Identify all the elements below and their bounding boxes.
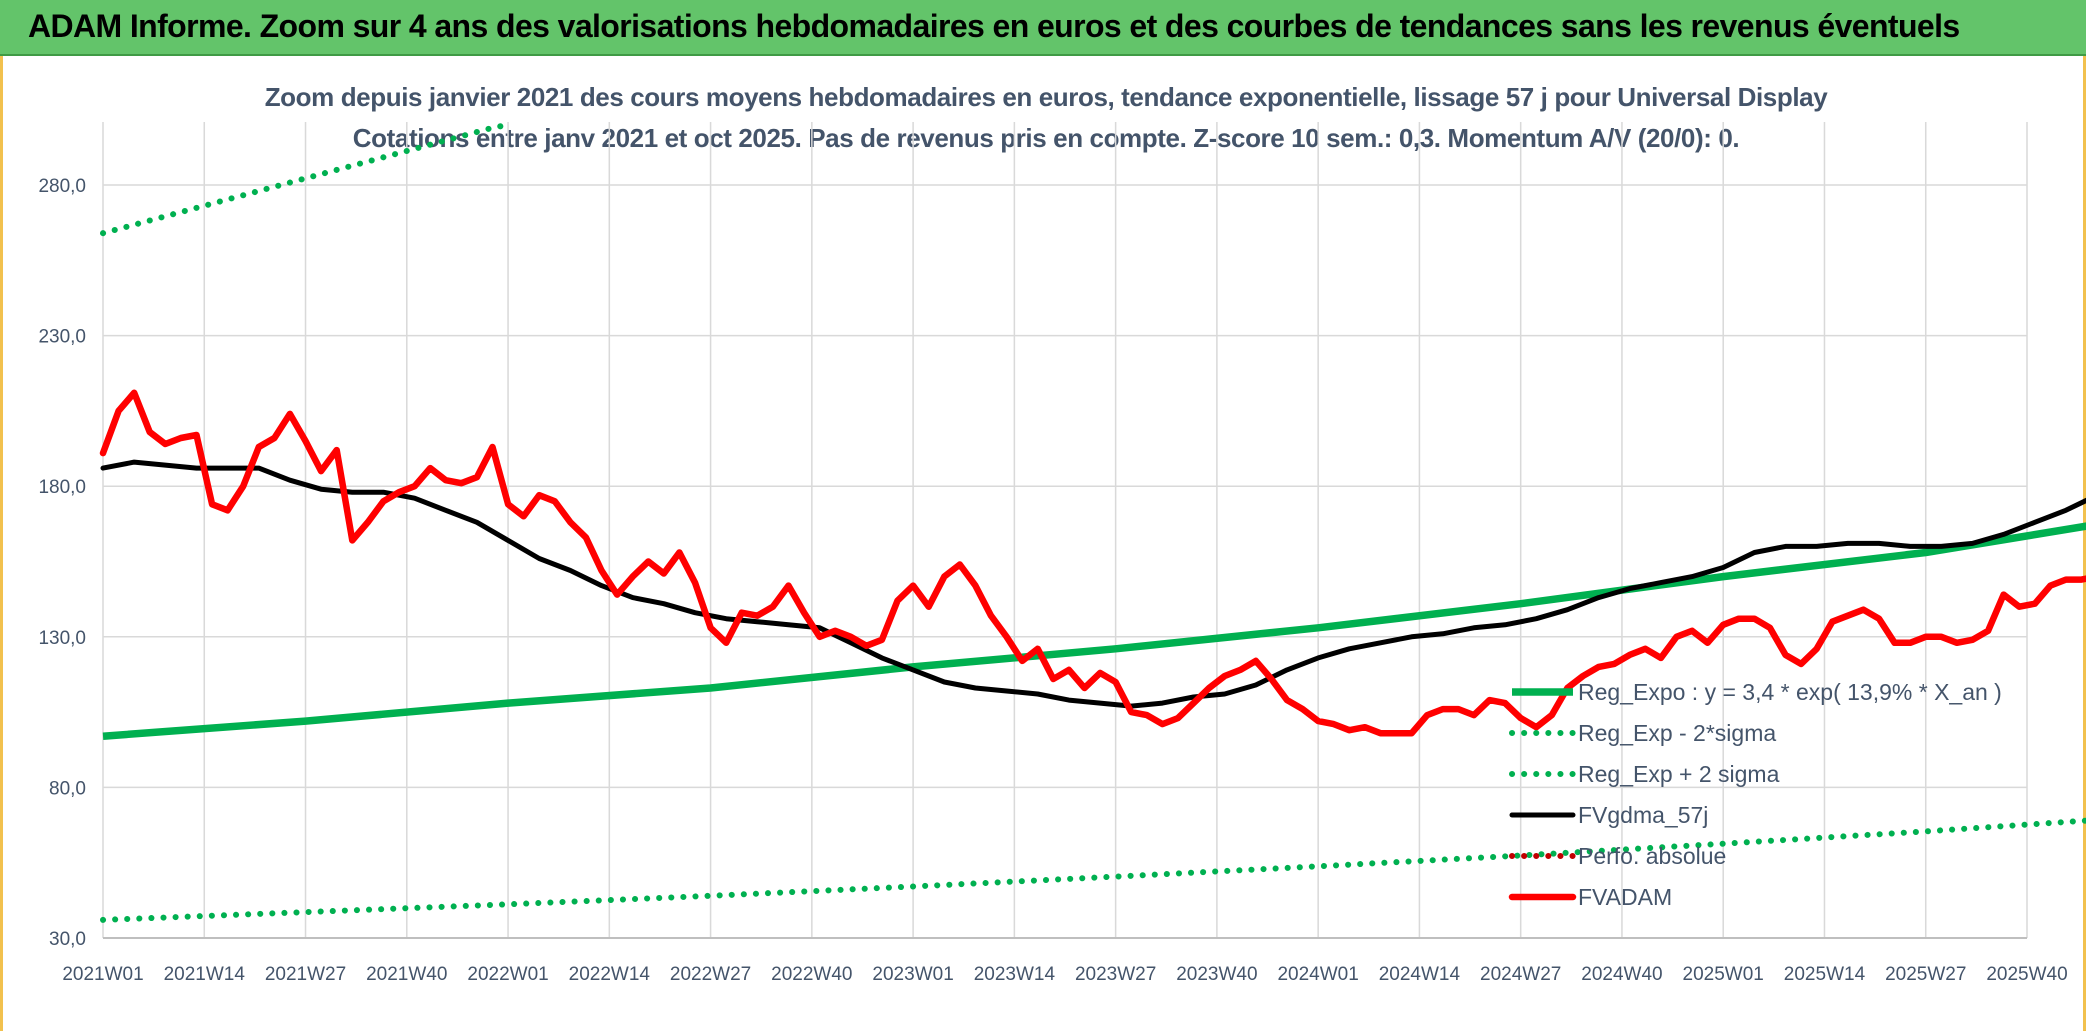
y-tick-label: 30,0 (49, 929, 86, 950)
page-title: ADAM Informe. Zoom sur 4 ans des valoris… (28, 8, 1960, 44)
series-line-fvadam (99, 389, 2086, 737)
legend-label: Reg_Exp - 2*sigma (1578, 720, 1776, 746)
chart-series (99, 121, 2086, 923)
x-tick-label: 2024W01 (1277, 964, 1358, 985)
legend-label: Perfo. absolue (1578, 843, 1726, 869)
chart-title: Zoom depuis janvier 2021 des cours moyen… (264, 82, 1828, 112)
series-line-reg-exp-2-sigma (100, 121, 512, 237)
series-line-reg-expo-y-3-4-exp-13-9-x-an (102, 522, 2086, 740)
chart-frame: Zoom depuis janvier 2021 des cours moyen… (0, 56, 2086, 1031)
x-tick-label: 2024W27 (1480, 964, 1561, 985)
x-tick-label: 2025W40 (1986, 964, 2067, 985)
x-tick-label: 2022W27 (670, 964, 751, 985)
y-tick-label: 130,0 (38, 628, 86, 649)
x-tick-label: 2025W27 (1885, 964, 1966, 985)
x-tick-label: 2023W27 (1075, 964, 1156, 985)
y-tick-label: 230,0 (38, 327, 86, 348)
x-tick-label: 2022W01 (467, 964, 548, 985)
y-tick-label: 80,0 (49, 778, 86, 799)
x-tick-label: 2021W01 (62, 964, 143, 985)
x-tick-label: 2023W14 (974, 964, 1056, 985)
legend: Reg_Expo : y = 3,4 * exp( 13,9% * X_an )… (1508, 679, 2002, 910)
x-tick-label: 2023W01 (872, 964, 953, 985)
legend-label: Reg_Exp + 2 sigma (1578, 761, 1780, 787)
legend-label: FVgdma_57j (1578, 802, 1708, 828)
x-tick-label: 2025W14 (1784, 964, 1866, 985)
chart-subtitle: Cotations entre janv 2021 et oct 2025. P… (352, 123, 1740, 153)
x-tick-label: 2024W40 (1581, 964, 1662, 985)
legend-label: Reg_Expo : y = 3,4 * exp( 13,9% * X_an ) (1578, 679, 2002, 705)
x-tick-label: 2023W40 (1176, 964, 1257, 985)
x-tick-label: 2025W01 (1683, 964, 1764, 985)
x-tick-label: 2022W40 (771, 964, 852, 985)
y-tick-label: 280,0 (38, 176, 86, 197)
y-tick-label: 180,0 (38, 477, 86, 498)
x-tick-label: 2022W14 (569, 964, 651, 985)
x-tick-label: 2021W40 (366, 964, 447, 985)
series-line-fvgdma-57j (100, 459, 2086, 709)
title-banner: ADAM Informe. Zoom sur 4 ans des valoris… (0, 0, 2086, 56)
grid (102, 122, 2028, 939)
series-line-reg-exp-2-sigma (100, 817, 2086, 923)
x-tick-label: 2021W27 (265, 964, 346, 985)
legend-label: FVADAM (1578, 884, 1672, 910)
x-tick-label: 2021W14 (164, 964, 246, 985)
axis-labels: 2021W01 2021W14 2021W27 2021W40 2022W01 2022W… (38, 176, 2067, 985)
x-tick-label: 2024W14 (1379, 964, 1461, 985)
